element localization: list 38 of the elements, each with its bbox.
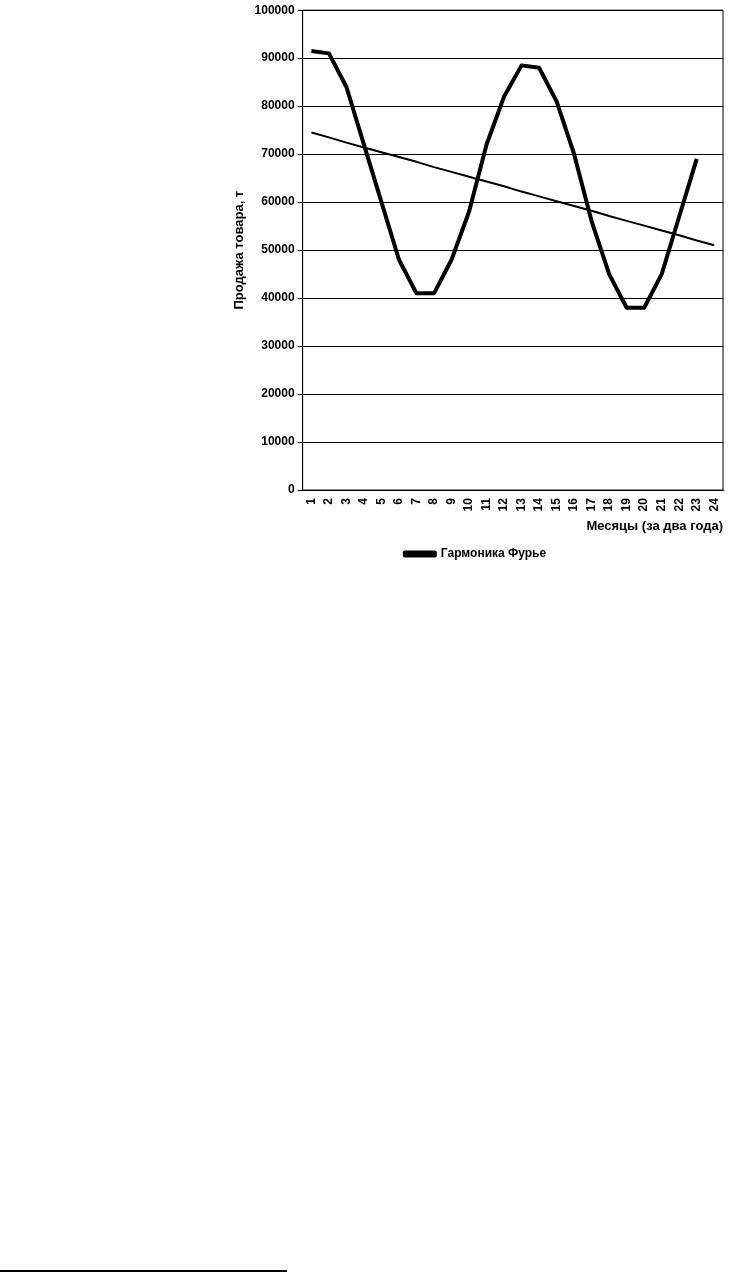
x-tick-label: 20: [636, 497, 651, 512]
y-tick-label: 10000: [261, 434, 295, 449]
y-tick-label: 90000: [261, 50, 295, 65]
x-tick-label: 13: [513, 497, 528, 512]
x-tick-label: 11: [478, 497, 493, 511]
x-tick-label: 14: [531, 497, 546, 512]
x-tick-label: 1: [303, 497, 318, 505]
y-tick-label: 70000: [261, 146, 295, 161]
x-tick-label: 8: [426, 497, 441, 505]
x-tick-label: 17: [583, 497, 598, 512]
y-axis-title: Продажа товара, т: [231, 190, 247, 310]
x-tick-label: 12: [496, 497, 511, 512]
x-axis-title: Месяцы (за два года): [586, 517, 723, 533]
x-tick-label: 3: [338, 497, 353, 505]
y-tick-label: 20000: [261, 386, 295, 401]
x-tick-label: 2: [321, 497, 336, 505]
y-tick-label: 50000: [261, 242, 295, 257]
x-tick-label: 15: [548, 497, 563, 512]
x-tick-label: 10: [461, 497, 476, 512]
x-tick-label: 24: [706, 497, 721, 512]
x-tick-label: 22: [671, 497, 686, 512]
x-tick-label: 16: [566, 497, 581, 512]
x-tick-label: 7: [408, 497, 423, 505]
y-tick-label: 40000: [261, 290, 295, 305]
x-tick-label: 23: [689, 497, 704, 512]
y-tick-label: 30000: [261, 338, 295, 353]
x-tick-label: 4: [356, 497, 371, 505]
x-tick-label: 18: [601, 497, 616, 512]
x-tick-label: 21: [654, 497, 669, 512]
y-tick-label: 60000: [261, 194, 295, 209]
y-tick-label: 80000: [261, 98, 295, 113]
y-tick-label: 100000: [254, 2, 295, 17]
y-tick-label: 0: [287, 482, 295, 497]
legend-label: Гармоника Фурье: [440, 546, 547, 561]
x-tick-label: 9: [443, 497, 458, 505]
x-tick-label: 19: [618, 497, 633, 512]
x-tick-label: 6: [391, 497, 406, 505]
x-tick-label: 5: [373, 497, 388, 505]
